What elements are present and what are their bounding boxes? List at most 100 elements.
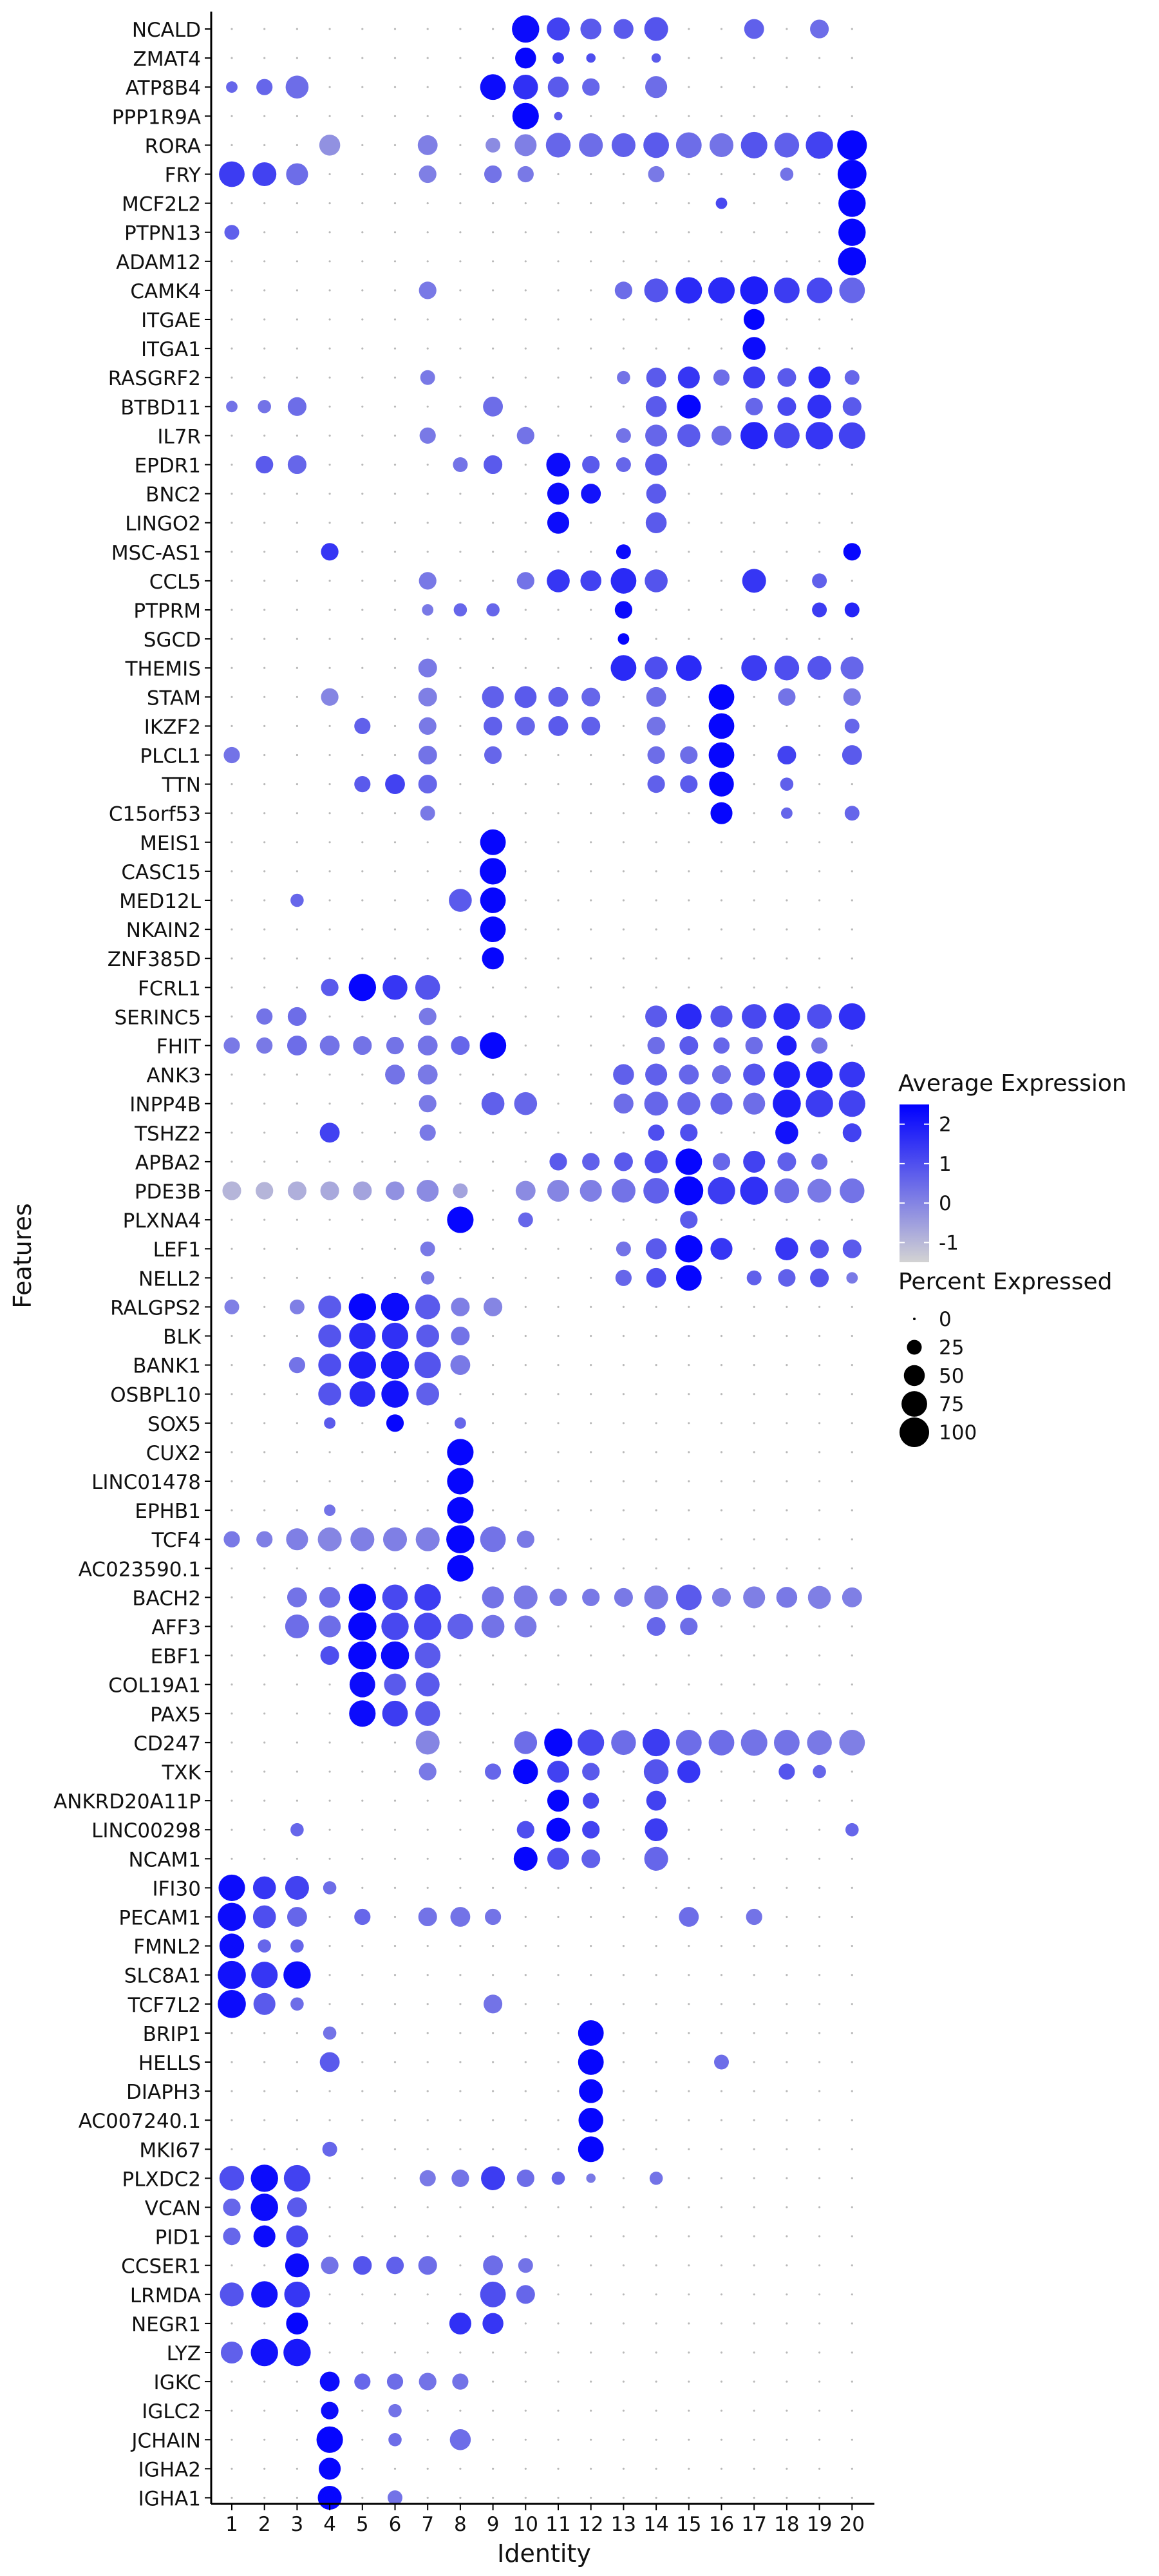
dot (231, 2322, 233, 2325)
dot (361, 1103, 364, 1105)
dot (786, 463, 788, 466)
dot (851, 318, 853, 321)
dot (688, 1886, 690, 1889)
dot (253, 1993, 276, 2015)
dot (547, 1760, 570, 1783)
dot (459, 753, 462, 757)
dot (361, 1741, 364, 1744)
dot (622, 1422, 625, 1425)
dot (426, 115, 429, 117)
dot (231, 1393, 233, 1396)
dot (231, 1132, 233, 1134)
dot (393, 260, 397, 263)
dot (285, 2253, 309, 2278)
dot (688, 986, 690, 989)
y-tick-label: EBF1 (151, 1645, 201, 1669)
dot (524, 1509, 527, 1511)
dot (818, 493, 821, 495)
dot (851, 2119, 853, 2121)
dot (622, 1712, 625, 1715)
dot (786, 1334, 788, 1338)
dot (720, 2148, 723, 2150)
dot (417, 1179, 439, 1202)
dot (393, 724, 397, 727)
dot (361, 841, 364, 844)
dot (688, 2177, 690, 2179)
dot (838, 422, 865, 449)
dot (285, 1875, 309, 1900)
dot (720, 1770, 723, 1773)
dot (786, 899, 788, 902)
dot (361, 870, 364, 873)
dot (645, 396, 667, 417)
dot (557, 1945, 560, 1947)
dot (287, 455, 306, 475)
dot (554, 111, 563, 120)
dot (720, 1422, 723, 1425)
dot (524, 812, 527, 815)
dot (361, 2351, 364, 2354)
dot (492, 1160, 495, 1163)
dot (518, 1212, 533, 1227)
dot (263, 434, 266, 437)
y-tick-label: JCHAIN (130, 2429, 201, 2452)
y-tick-label: IFI30 (152, 1877, 201, 1900)
dot (688, 1509, 690, 1511)
dot (328, 1218, 331, 1221)
dot (361, 1218, 364, 1221)
dot (393, 1945, 397, 1947)
dot (753, 2496, 755, 2499)
dot (263, 1305, 266, 1308)
dot (524, 783, 527, 786)
y-tick-label: ADAM12 (116, 251, 201, 274)
dot (590, 1247, 592, 1250)
dot (361, 1074, 364, 1076)
dot (622, 1305, 625, 1308)
dot (720, 1480, 723, 1482)
dot (688, 318, 690, 321)
dot (753, 724, 755, 727)
dot (688, 1451, 690, 1454)
dot (581, 716, 601, 735)
dot (818, 841, 821, 844)
dot (818, 2119, 821, 2121)
dot (753, 1218, 755, 1221)
dot (515, 47, 536, 69)
dot (778, 1763, 795, 1780)
dot (231, 260, 233, 263)
dot (655, 1974, 657, 1976)
dot (753, 115, 755, 117)
dot (818, 2177, 821, 2179)
dot (492, 202, 495, 205)
dot (524, 347, 527, 350)
dot (655, 1683, 657, 1686)
dot (328, 1567, 331, 1569)
y-tick-label: CASC15 (121, 861, 201, 884)
dot (258, 400, 271, 413)
dot (263, 493, 266, 495)
dot (786, 1683, 788, 1686)
dot (586, 2174, 596, 2183)
dot (512, 102, 539, 129)
dot (851, 86, 853, 88)
dot (688, 2467, 690, 2470)
dot (843, 543, 861, 561)
dot (393, 1857, 397, 1860)
dot (786, 2119, 788, 2121)
dot (492, 2467, 495, 2470)
dot (492, 580, 495, 582)
dot (720, 638, 723, 640)
dot (688, 870, 690, 873)
dot (524, 899, 527, 902)
size-legend-dot (907, 1340, 922, 1355)
dot (296, 870, 298, 873)
dot (328, 115, 331, 117)
dot (753, 957, 755, 960)
dot (753, 899, 755, 902)
dot (328, 2293, 331, 2296)
dot (263, 376, 266, 379)
dot (773, 1089, 801, 1118)
dot (393, 1451, 397, 1454)
dot (263, 2322, 266, 2325)
dot (851, 957, 853, 960)
